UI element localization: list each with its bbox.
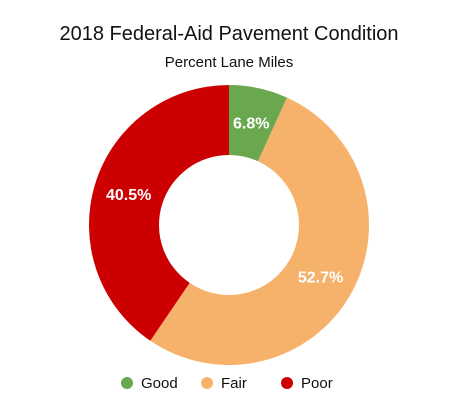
chart-title: 2018 Federal-Aid Pavement Condition (59, 23, 398, 45)
legend-label-good: Good (141, 375, 178, 392)
slice-labels: 6.8% 52.7% 40.5% (106, 115, 343, 286)
slice-label-poor: 40.5% (106, 187, 151, 204)
slice-fair (150, 97, 370, 366)
slice-label-good: 6.8% (233, 115, 269, 132)
slice-good (229, 85, 288, 162)
donut-slices (89, 85, 370, 366)
legend-marker-poor (281, 377, 293, 389)
chart-subtitle: Percent Lane Miles (165, 54, 293, 71)
legend-marker-fair (201, 377, 213, 389)
legend-label-poor: Poor (301, 375, 333, 392)
slice-label-fair: 52.7% (298, 269, 343, 286)
legend-item-good: Good (121, 375, 178, 392)
legend-marker-good (121, 377, 133, 389)
slice-poor (89, 85, 229, 341)
legend-item-poor: Poor (281, 375, 333, 392)
legend-label-fair: Fair (221, 375, 247, 392)
chart-legend: Good Fair Poor (121, 375, 333, 392)
legend-item-fair: Fair (201, 375, 247, 392)
